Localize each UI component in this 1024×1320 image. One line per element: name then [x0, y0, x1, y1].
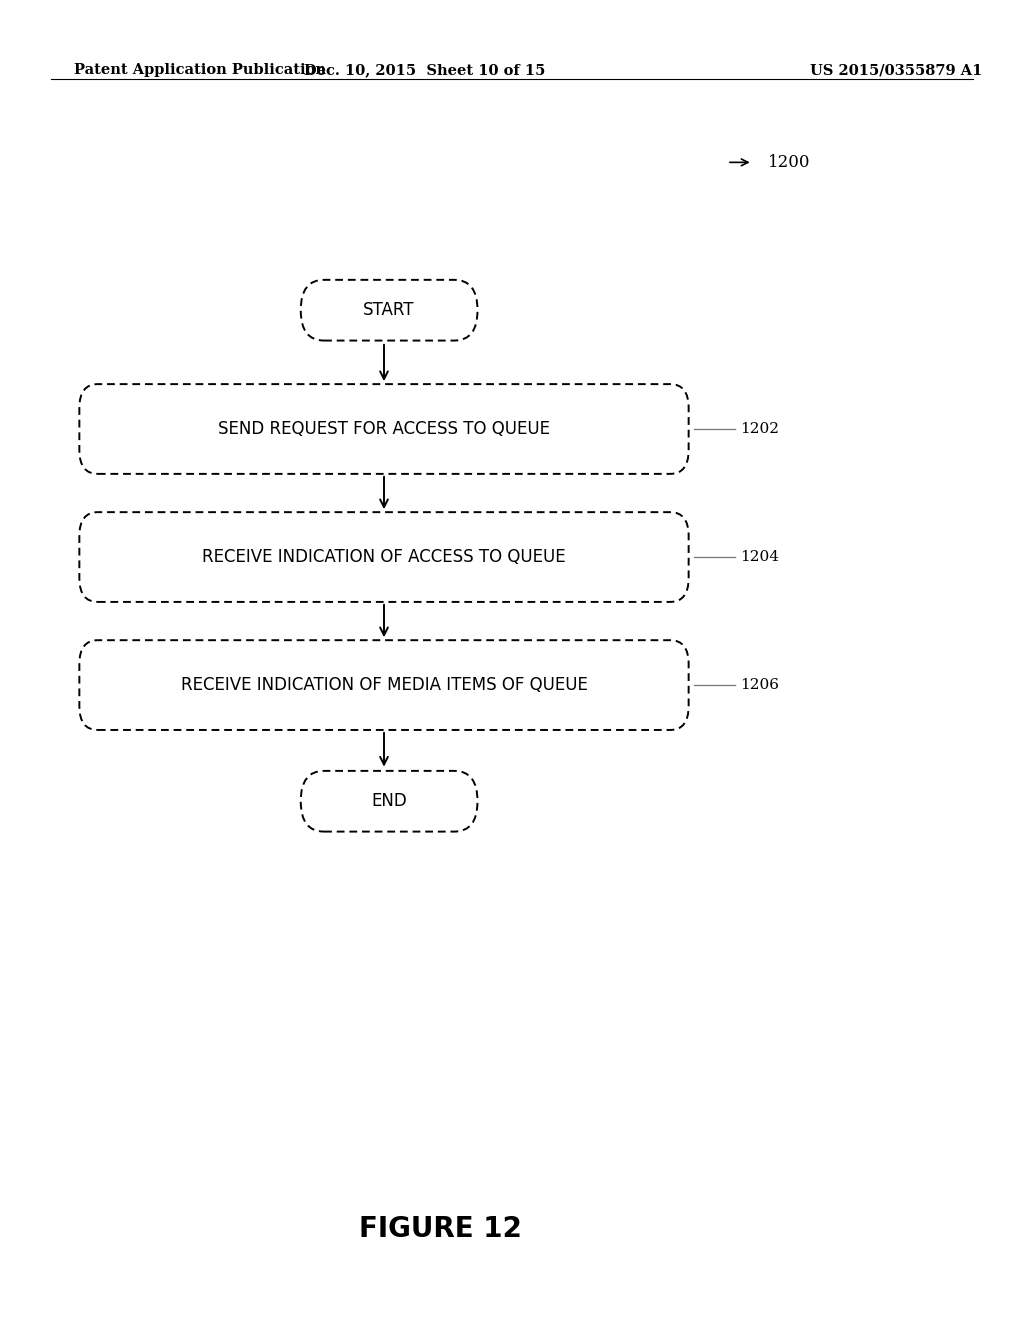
FancyBboxPatch shape [80, 640, 688, 730]
FancyBboxPatch shape [301, 771, 477, 832]
Text: SEND REQUEST FOR ACCESS TO QUEUE: SEND REQUEST FOR ACCESS TO QUEUE [218, 420, 550, 438]
Text: 1204: 1204 [739, 550, 779, 564]
Text: START: START [364, 301, 415, 319]
Text: 1206: 1206 [739, 678, 779, 692]
FancyBboxPatch shape [80, 384, 688, 474]
Text: RECEIVE INDICATION OF ACCESS TO QUEUE: RECEIVE INDICATION OF ACCESS TO QUEUE [202, 548, 566, 566]
Text: RECEIVE INDICATION OF MEDIA ITEMS OF QUEUE: RECEIVE INDICATION OF MEDIA ITEMS OF QUE… [180, 676, 588, 694]
FancyBboxPatch shape [301, 280, 477, 341]
Text: US 2015/0355879 A1: US 2015/0355879 A1 [810, 63, 982, 78]
FancyBboxPatch shape [80, 512, 688, 602]
Text: Dec. 10, 2015  Sheet 10 of 15: Dec. 10, 2015 Sheet 10 of 15 [304, 63, 546, 78]
Text: 1200: 1200 [768, 154, 811, 170]
Text: END: END [372, 792, 407, 810]
Text: FIGURE 12: FIGURE 12 [358, 1216, 522, 1243]
Text: Patent Application Publication: Patent Application Publication [74, 63, 326, 78]
Text: 1202: 1202 [739, 422, 779, 436]
